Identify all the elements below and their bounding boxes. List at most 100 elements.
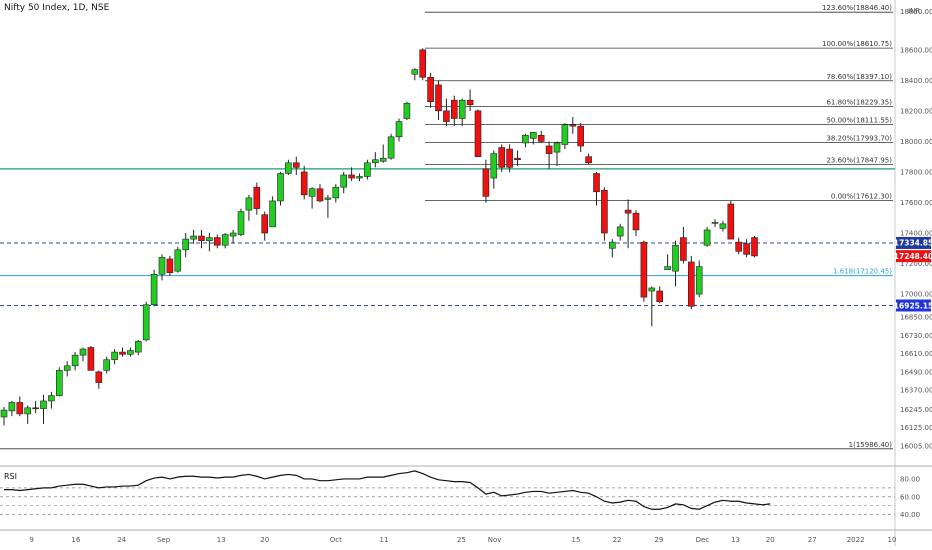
candle <box>735 237 743 255</box>
candle-body <box>703 229 711 246</box>
candle <box>585 153 592 165</box>
rsi-label: RSI <box>4 472 17 481</box>
candle-body <box>79 348 87 356</box>
candle <box>166 255 174 276</box>
price-tick-label: 16370.00 <box>900 387 932 395</box>
time-tick-label: Nov <box>488 536 502 544</box>
candle <box>703 226 711 247</box>
candle <box>561 123 569 150</box>
candle-body <box>119 351 126 355</box>
chart-title: Nifty 50 Index, 1D, NSE <box>4 3 110 13</box>
candle <box>593 171 600 206</box>
rsi-line <box>4 470 771 510</box>
candle <box>127 347 134 357</box>
fib-level-label: 23.60%(17847.95) <box>826 157 892 165</box>
candle-body <box>261 214 269 234</box>
candle-body <box>103 359 110 371</box>
candle <box>371 152 379 168</box>
candle <box>537 130 545 143</box>
candle-body <box>182 238 189 251</box>
candle-body <box>419 49 427 78</box>
fib-level-label: 78.60%(18397.10) <box>826 73 892 81</box>
candle <box>8 400 16 417</box>
candle <box>450 95 458 127</box>
fib-level-label: 38.20%(17993.70) <box>826 134 892 142</box>
price-tick-label: 17200.00 <box>900 260 932 268</box>
candle <box>316 184 324 203</box>
candle <box>695 260 703 298</box>
time-tick-label: 16 <box>71 536 80 544</box>
candle <box>324 194 332 218</box>
candle-body <box>735 241 743 252</box>
candle-body <box>364 162 371 177</box>
candle <box>403 101 411 121</box>
candle-body <box>577 125 585 147</box>
candle <box>190 229 197 244</box>
price-tick-label: 16850.00 <box>900 313 932 321</box>
candle-body <box>150 273 158 306</box>
candle <box>687 255 695 310</box>
candle-body <box>664 266 671 270</box>
candle <box>24 405 32 424</box>
candle-body <box>553 142 561 153</box>
candle-body <box>601 189 608 234</box>
candle <box>55 367 63 397</box>
time-tick-label: Oct <box>330 536 342 544</box>
candle-body <box>458 99 466 119</box>
candle <box>87 345 95 371</box>
rsi-tick-label: 40.00 <box>900 511 920 519</box>
candle-body <box>379 157 387 162</box>
candle-body <box>474 110 482 157</box>
candle <box>466 89 474 111</box>
candle <box>0 407 8 426</box>
price-tags: 17334.85 17248.40 16925.15 <box>894 236 932 312</box>
time-tick-label: 9 <box>29 536 33 544</box>
candle-body <box>324 197 332 200</box>
time-tick-label: 10 <box>887 536 896 544</box>
candle <box>237 208 245 237</box>
candle <box>48 391 55 409</box>
candle-body <box>435 84 442 112</box>
price-tag-bg <box>896 236 931 249</box>
candle-body <box>624 209 632 214</box>
candle <box>601 187 608 241</box>
candle-body <box>348 174 355 179</box>
candle-body <box>166 258 174 273</box>
candle-body <box>198 235 205 241</box>
candle <box>308 187 316 209</box>
candle-body <box>569 124 577 127</box>
candle-body <box>751 237 758 257</box>
price-tag: 17248.40 <box>894 250 932 263</box>
candle-body <box>32 407 39 410</box>
candle-body <box>285 162 292 174</box>
candle <box>608 239 616 258</box>
candle-body <box>237 211 245 235</box>
candle <box>356 173 363 182</box>
candle-body <box>316 188 324 202</box>
time-tick-label: 11 <box>380 536 389 544</box>
time-tick-label: 24 <box>117 536 126 544</box>
candle <box>340 171 348 194</box>
fib-level-label: 100.00%(18610.75) <box>822 40 892 48</box>
candle <box>142 301 150 342</box>
candle <box>743 239 750 258</box>
currency-label: INR <box>908 7 920 15</box>
candle-body <box>711 222 719 224</box>
candle-body <box>727 203 735 240</box>
candle <box>174 246 182 273</box>
price-tag-label: 16925.15 <box>894 301 932 310</box>
candle <box>411 68 419 81</box>
candle <box>458 98 466 127</box>
candle-body <box>466 99 474 106</box>
candle <box>103 356 110 374</box>
candle-body <box>585 156 592 164</box>
candle-body <box>16 402 24 415</box>
time-tick-label: 13 <box>217 536 226 544</box>
candle <box>16 396 24 417</box>
price-tick-label: 17800.00 <box>900 168 932 176</box>
candle-body <box>616 226 624 237</box>
candle <box>71 352 79 371</box>
candle-body <box>529 131 537 139</box>
candle <box>206 233 213 252</box>
